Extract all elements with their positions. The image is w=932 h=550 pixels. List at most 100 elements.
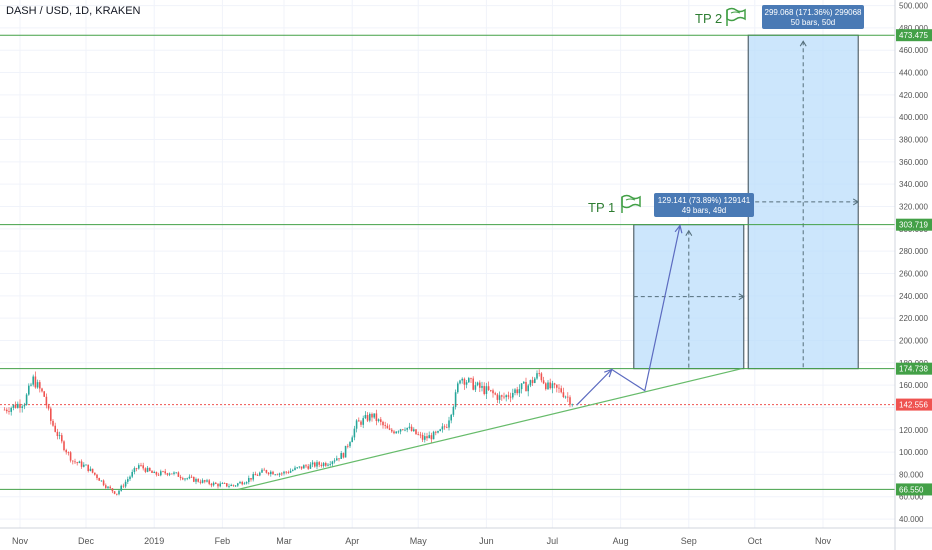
candle-body bbox=[83, 464, 85, 467]
y-tick-label: 460.000 bbox=[899, 46, 928, 55]
candle-body bbox=[331, 461, 334, 465]
candle-body bbox=[452, 406, 455, 415]
candle-body bbox=[102, 480, 105, 486]
measure-info-line: 49 bars, 49d bbox=[682, 206, 726, 215]
candle-body bbox=[476, 382, 479, 386]
candle-body bbox=[498, 395, 501, 400]
symbol-title: DASH / USD, 1D, KRAKEN bbox=[6, 5, 141, 17]
level-label-bg bbox=[896, 218, 932, 231]
candle-body bbox=[228, 486, 230, 487]
level-label: 174.738 bbox=[899, 365, 928, 374]
candle-body bbox=[276, 474, 279, 476]
candle-body bbox=[80, 461, 83, 467]
candle-body bbox=[135, 468, 138, 469]
candle-body bbox=[138, 465, 140, 469]
candle-body bbox=[292, 469, 294, 471]
candle-body bbox=[360, 421, 362, 425]
candle-body bbox=[305, 465, 307, 467]
candle-body bbox=[109, 486, 111, 489]
candle-body bbox=[428, 435, 430, 439]
candle-body bbox=[454, 392, 457, 407]
projection-arrowhead bbox=[674, 224, 683, 234]
measure-info-box bbox=[654, 193, 754, 217]
candle-body bbox=[551, 383, 554, 389]
candle-body bbox=[237, 483, 239, 486]
candle-body bbox=[322, 463, 325, 466]
candle-body bbox=[41, 388, 43, 392]
level-label: 142.556 bbox=[899, 401, 928, 410]
candle-body bbox=[369, 413, 371, 421]
candle-body bbox=[287, 472, 290, 473]
projection-arrowhead bbox=[604, 368, 613, 378]
projection-arrowhead-v bbox=[685, 229, 693, 236]
candle-body bbox=[72, 460, 74, 462]
candle-body bbox=[397, 431, 400, 433]
candle-body bbox=[107, 486, 109, 488]
candle-body bbox=[100, 480, 103, 482]
candle-body bbox=[226, 483, 228, 487]
candle-body bbox=[127, 479, 129, 482]
candle-body bbox=[230, 484, 232, 487]
candle-body bbox=[65, 450, 67, 453]
candle-body bbox=[382, 421, 384, 426]
candle-body bbox=[534, 378, 536, 383]
candle-body bbox=[351, 437, 353, 443]
candle-body bbox=[439, 429, 441, 431]
candle-body bbox=[153, 471, 155, 473]
candle-body bbox=[446, 426, 448, 428]
y-tick-label: 200.000 bbox=[899, 336, 928, 345]
candle-body bbox=[474, 385, 477, 390]
candle-body bbox=[67, 452, 70, 454]
candle-body bbox=[347, 445, 349, 447]
candle-body bbox=[463, 378, 466, 385]
candle-body bbox=[443, 426, 446, 428]
candle-body bbox=[133, 468, 136, 472]
candle-body bbox=[336, 458, 338, 461]
trendline[interactable] bbox=[237, 368, 742, 491]
candle-body bbox=[120, 485, 122, 491]
candle-body bbox=[481, 386, 483, 388]
level-label-bg bbox=[896, 398, 932, 411]
candle-body bbox=[485, 386, 488, 394]
candle-body bbox=[296, 467, 298, 469]
candle-body bbox=[61, 435, 63, 442]
candle-body bbox=[479, 382, 481, 388]
candle-body bbox=[14, 404, 17, 408]
level-label-bg bbox=[896, 483, 932, 496]
candle-body bbox=[164, 471, 166, 474]
projection-path[interactable] bbox=[576, 225, 681, 406]
candle-body bbox=[435, 431, 437, 433]
candle-body bbox=[560, 388, 562, 393]
candle-body bbox=[402, 429, 404, 431]
candle-body bbox=[298, 466, 301, 468]
candle-body bbox=[19, 403, 21, 408]
candle-body bbox=[111, 488, 114, 492]
candle-body bbox=[501, 395, 503, 397]
candle-body bbox=[494, 393, 496, 395]
candle-body bbox=[96, 474, 98, 479]
candle-body bbox=[155, 471, 158, 475]
candle-body bbox=[380, 419, 382, 422]
candle-body bbox=[50, 408, 52, 421]
candle-body bbox=[25, 394, 28, 405]
candle-body bbox=[146, 467, 149, 472]
candle-body bbox=[545, 383, 547, 390]
x-tick-label: Sep bbox=[681, 536, 697, 546]
candle-body bbox=[232, 484, 235, 486]
candle-body bbox=[195, 479, 197, 482]
projection-arrowhead-v bbox=[799, 40, 807, 47]
candle-body bbox=[74, 461, 76, 463]
candle-body bbox=[386, 425, 389, 429]
candle-body bbox=[234, 485, 237, 487]
level-label: 66.550 bbox=[899, 485, 924, 494]
x-tick-label: Nov bbox=[12, 536, 29, 546]
candle-body bbox=[124, 481, 127, 487]
candle-body bbox=[393, 431, 395, 434]
y-tick-label: 220.000 bbox=[899, 314, 928, 323]
candle-body bbox=[43, 391, 45, 397]
candle-body bbox=[45, 396, 48, 406]
candle-body bbox=[371, 413, 373, 418]
candle-body bbox=[215, 482, 217, 484]
candle-body bbox=[217, 483, 219, 487]
